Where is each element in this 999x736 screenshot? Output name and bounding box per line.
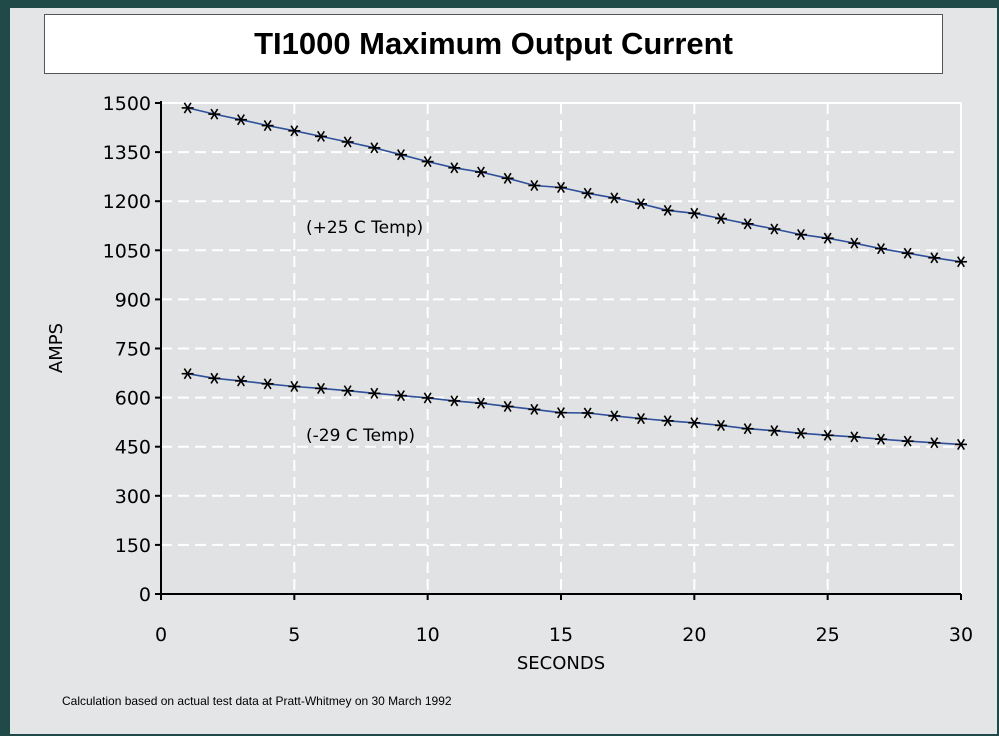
data-point-marker (928, 437, 941, 449)
data-point-marker (768, 223, 781, 235)
data-point-marker (768, 425, 781, 437)
data-point-marker (368, 387, 381, 399)
axes (155, 101, 962, 600)
data-point-marker (288, 380, 301, 393)
series-group (181, 102, 967, 450)
data-point-marker (181, 368, 194, 380)
data-point-marker (315, 130, 327, 142)
data-point-marker (741, 423, 754, 435)
y-tick-label: 900 (115, 289, 151, 311)
data-point-marker (421, 392, 434, 404)
x-tick-label: 25 (816, 624, 840, 646)
data-point-marker (208, 108, 221, 120)
x-axis-label: SECONDS (517, 653, 605, 674)
data-point-marker (795, 427, 807, 439)
data-point-marker (608, 410, 621, 422)
y-tick-label: 450 (115, 437, 151, 459)
data-point-marker (208, 372, 221, 384)
data-point-marker (235, 114, 247, 126)
data-point-marker (261, 120, 274, 132)
data-point-marker (928, 252, 941, 264)
data-point-marker (315, 382, 327, 394)
data-point-marker (635, 198, 647, 210)
x-tick-label: 15 (549, 624, 573, 646)
data-point-marker (661, 415, 674, 427)
x-tick-label: 5 (288, 624, 300, 646)
data-point-marker (181, 102, 194, 114)
data-point-marker (341, 385, 354, 397)
grid-lines (161, 103, 961, 594)
data-point-marker (848, 237, 861, 249)
data-point-marker (821, 429, 834, 441)
y-tick-label: 150 (115, 535, 151, 557)
data-point-marker (955, 256, 967, 268)
y-tick-label: 750 (115, 339, 151, 361)
y-tick-label: 300 (115, 486, 151, 508)
series-annotation-minus29: (-29 C Temp) (306, 426, 415, 446)
data-point-marker (555, 407, 567, 419)
y-tick-label: 600 (115, 388, 151, 410)
data-point-marker (635, 413, 647, 425)
data-point-marker (448, 162, 461, 174)
x-tick-label: 20 (682, 624, 706, 646)
data-point-marker (661, 204, 674, 216)
data-point-marker (555, 181, 567, 193)
data-point-marker (848, 431, 861, 443)
x-tick-label: 10 (416, 624, 440, 646)
y-tick-label: 1350 (103, 142, 151, 164)
data-point-marker (688, 417, 701, 429)
data-point-marker (528, 403, 541, 415)
data-point-marker (821, 232, 834, 244)
footnote: Calculation based on actual test data at… (62, 694, 452, 708)
data-point-marker (688, 207, 701, 219)
y-tick-labels: 0 150 300 450 600 750 900 1050 1200 1350 1500 (103, 93, 151, 606)
series-line-0 (187, 107, 962, 263)
data-point-marker (448, 395, 461, 407)
data-point-marker (395, 390, 407, 402)
x-tick-labels: 0 5 10 15 20 25 30 (155, 624, 973, 646)
x-tick-label: 30 (949, 624, 973, 646)
data-point-marker (288, 125, 301, 137)
data-point-marker (235, 375, 247, 387)
data-point-marker (741, 218, 754, 230)
data-point-marker (795, 229, 807, 241)
data-point-marker (501, 172, 514, 184)
series-annotation-plus25: (+25 C Temp) (306, 218, 423, 238)
data-point-marker (955, 438, 967, 450)
data-point-marker (715, 419, 727, 431)
data-point-marker (475, 166, 487, 178)
x-tick-label: 0 (155, 624, 167, 646)
data-point-marker (875, 433, 887, 445)
y-tick-label: 1200 (103, 191, 151, 213)
data-point-marker (421, 156, 434, 168)
data-point-marker (608, 192, 621, 204)
chart-title: TI1000 Maximum Output Current (44, 14, 943, 74)
y-tick-label: 0 (139, 584, 151, 606)
data-point-marker (368, 142, 381, 154)
data-point-marker (581, 407, 594, 419)
data-point-marker (528, 179, 541, 192)
data-point-marker (901, 435, 914, 447)
data-point-marker (475, 397, 487, 409)
data-point-marker (901, 247, 914, 259)
data-point-marker (395, 149, 407, 161)
y-axis-label: AMPS (46, 323, 67, 373)
data-point-marker (715, 213, 727, 225)
data-point-marker (581, 187, 594, 199)
y-tick-label: 1050 (103, 240, 151, 262)
y-tick-label: 1500 (103, 93, 151, 115)
data-point-marker (261, 378, 274, 390)
data-point-marker (875, 243, 887, 255)
data-point-marker (501, 400, 514, 412)
data-point-marker (341, 136, 354, 148)
